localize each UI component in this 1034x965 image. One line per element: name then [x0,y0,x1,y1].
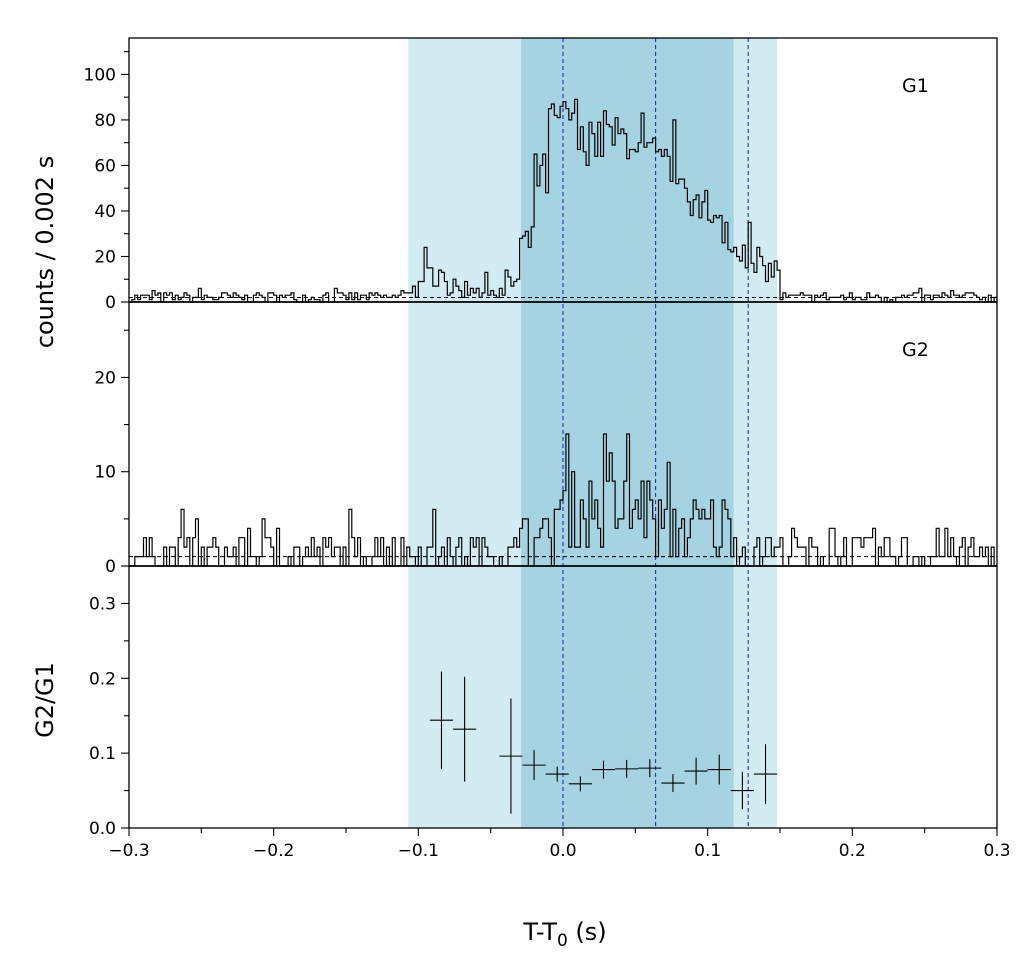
x-axis-title: T-T0 (s) [522,918,606,951]
y-tick-label-0-4: 80 [94,111,116,131]
y-tick-label-0-0: 0 [105,293,116,313]
y-axis-title-counts: counts / 0.002 s [31,156,59,348]
shaded-interval-bands [408,38,778,828]
y-tick-label-0-2: 40 [94,202,116,222]
x-tick-label-0: −0.3 [108,841,149,861]
y-tick-label-2-1: 0.1 [89,744,116,764]
x-tick-label-4: 0.1 [694,841,721,861]
y-tick-label-1-2: 20 [94,368,116,388]
y-tick-label-2-0: 0.0 [89,819,116,839]
vertical-time-markers [562,38,749,828]
panel-label-g2: G2 [902,339,929,361]
y-tick-label-0-1: 20 [94,247,116,267]
x-tick-label-5: 0.2 [839,841,866,861]
y-tick-label-2-2: 0.2 [89,669,116,689]
x-axis-title-main: T-T [522,918,557,946]
x-tick-label-1: −0.2 [253,841,294,861]
y-tick-label-0-3: 60 [94,156,116,176]
x-tick-label-3: 0.0 [549,841,576,861]
y-tick-label-1-0: 0 [105,557,116,577]
x-axis: −0.3 −0.2 −0.1 0.0 0.1 0.2 0.3 [108,828,1011,861]
y-axis-title-ratio: G2/G1 [31,662,59,738]
x-tick-label-6: 0.3 [983,841,1010,861]
x-axis-title-unit: (s) [568,918,607,946]
shaded-band-1 [521,38,734,828]
y-tick-label-0-5: 100 [84,65,116,85]
histogram-curve-1 [129,433,997,567]
x-tick-label-2: −0.1 [398,841,439,861]
x-axis-title-subscript: 0 [557,931,568,951]
panel-label-g1: G1 [902,75,929,97]
histogram-curve-0 [129,98,997,303]
y-tick-label-2-3: 0.3 [89,594,116,614]
y-tick-label-1-1: 10 [94,463,116,483]
